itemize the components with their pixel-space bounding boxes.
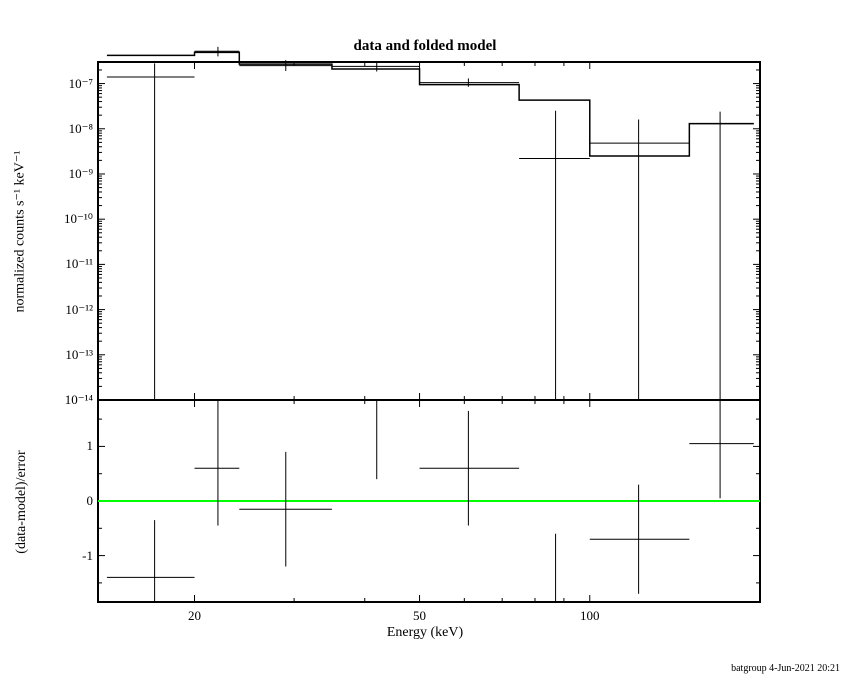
tick-label: 0 [53, 493, 93, 509]
footer-text: batgroup 4-Jun-2021 20:21 [731, 663, 840, 674]
tick-label: 100 [560, 608, 620, 624]
tick-label: 10⁻¹² [43, 302, 93, 318]
tick-label: 10⁻⁸ [43, 121, 93, 137]
tick-label: 10⁻¹⁰ [43, 211, 93, 227]
tick-label: 10⁻⁷ [43, 76, 93, 92]
tick-label: 10⁻¹¹ [43, 256, 93, 272]
tick-label: 10⁻¹³ [43, 347, 93, 363]
tick-label: 10⁻¹⁴ [43, 392, 93, 408]
tick-label: -1 [53, 548, 93, 564]
tick-label: 50 [390, 608, 450, 624]
tick-label: 20 [165, 608, 225, 624]
tick-label: 1 [53, 438, 93, 454]
chart-canvas [0, 0, 850, 680]
tick-label: 10⁻⁹ [43, 166, 93, 182]
